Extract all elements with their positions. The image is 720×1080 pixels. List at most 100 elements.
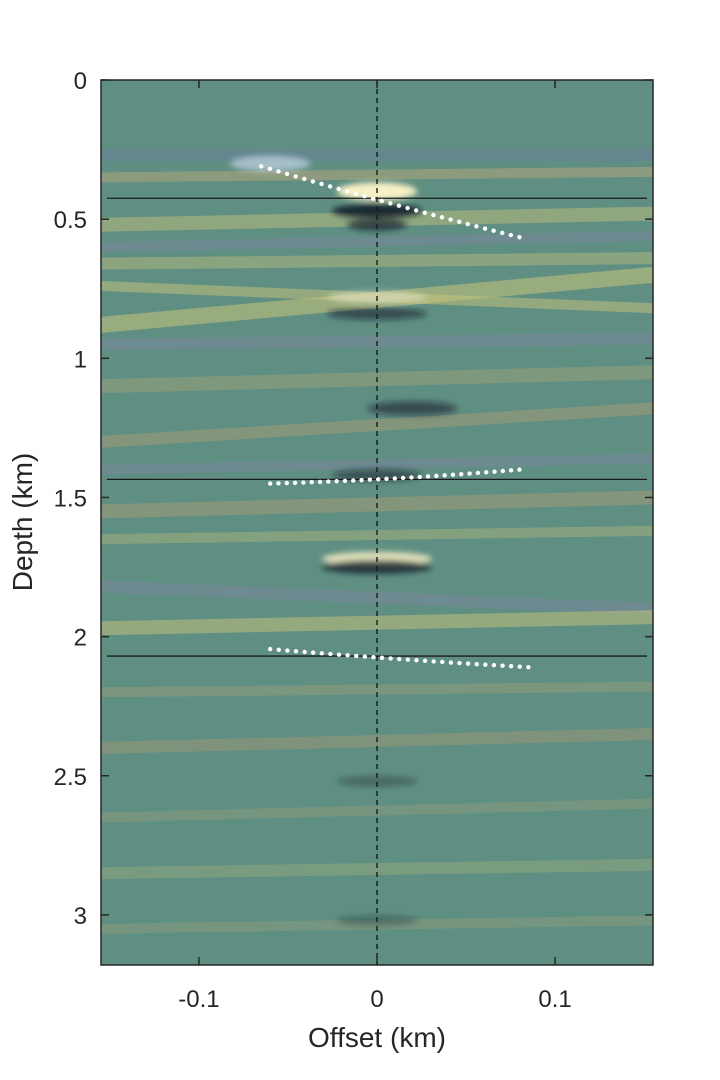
- dotted-moveout-curves: [259, 164, 531, 670]
- curve-dot: [457, 219, 462, 225]
- curve-dot: [384, 476, 389, 482]
- curve-dot: [267, 646, 273, 652]
- y-tick-label: 3: [74, 903, 87, 930]
- curve-dot: [508, 468, 514, 473]
- seismic-event: [367, 401, 458, 416]
- curve-dot: [354, 653, 359, 659]
- seismic-event: [332, 469, 422, 482]
- curve-dot: [317, 479, 323, 485]
- curve-dot: [500, 468, 506, 474]
- curve-dot: [439, 215, 445, 220]
- curve-dot: [413, 208, 419, 213]
- curve-dot: [276, 647, 281, 653]
- curve-dot: [448, 660, 454, 665]
- seismic-event: [230, 155, 311, 172]
- curve-dot: [491, 228, 496, 233]
- curve-dot: [326, 479, 331, 484]
- curve-dot: [417, 474, 422, 480]
- curve-dot: [371, 655, 376, 660]
- curve-dot: [370, 196, 376, 201]
- curve-dot: [379, 655, 385, 661]
- y-axis-label: Depth (km): [7, 453, 38, 591]
- curve-dot: [267, 166, 273, 172]
- x-tick-label: 0.1: [538, 986, 571, 1013]
- curve-dot: [285, 648, 290, 653]
- curve-dot: [293, 649, 299, 654]
- curve-dot: [327, 184, 333, 189]
- curve-dot: [388, 201, 393, 206]
- curve-dot: [448, 217, 453, 222]
- reflection-band: [101, 525, 653, 545]
- y-tick-label: 0: [74, 68, 87, 95]
- curve-dot: [431, 212, 436, 218]
- curve-dot: [342, 478, 348, 484]
- moveout-curve: [267, 467, 522, 486]
- curve-dot: [397, 656, 402, 662]
- curve-dot: [450, 472, 456, 477]
- reflection-band: [101, 453, 653, 475]
- y-axis-ticks: 0 0.5 1 1.5 2 2.5 3: [54, 68, 653, 930]
- curve-dot: [392, 476, 398, 481]
- curve-dot: [292, 480, 298, 486]
- curve-dot: [405, 657, 411, 662]
- curve-dot: [517, 664, 522, 669]
- x-tick-label: 0: [370, 986, 383, 1013]
- curve-dot: [336, 652, 342, 657]
- reflection-band: [101, 230, 653, 252]
- curve-dot: [483, 662, 488, 667]
- x-axis-label: Offset (km): [308, 1022, 446, 1053]
- curve-dot: [396, 203, 402, 208]
- curve-dot: [284, 171, 290, 177]
- curve-dot: [319, 651, 324, 656]
- curve-dot: [491, 663, 497, 668]
- curve-dot: [459, 471, 464, 477]
- curve-dot: [293, 174, 298, 179]
- curve-dot: [465, 221, 471, 227]
- curve-dot: [474, 224, 479, 229]
- curve-dot: [284, 480, 289, 486]
- curve-dot: [388, 656, 393, 661]
- curve-dot: [375, 477, 381, 482]
- curve-dot: [301, 480, 306, 485]
- curve-dot: [267, 481, 273, 486]
- curve-dot: [474, 661, 479, 667]
- curve-dot: [484, 470, 489, 475]
- curve-dot: [345, 653, 350, 658]
- curve-dot: [526, 665, 531, 670]
- x-axis-ticks: -0.1 0 0.1: [178, 80, 572, 1013]
- curve-dot: [336, 186, 341, 192]
- curve-dot: [310, 179, 316, 184]
- curve-dot: [492, 469, 497, 474]
- curve-dot: [517, 467, 522, 472]
- curve-dot: [309, 480, 314, 485]
- moveout-curve: [267, 646, 531, 670]
- curve-dot: [431, 659, 436, 664]
- curve-dot: [409, 475, 414, 480]
- curve-dot: [414, 658, 419, 663]
- curve-dot: [422, 210, 427, 215]
- curve-dot: [362, 193, 367, 199]
- curve-dot: [328, 651, 333, 657]
- curve-dot: [319, 181, 324, 187]
- curve-dot: [475, 470, 481, 476]
- plot-area: [101, 80, 653, 965]
- curve-dot: [425, 474, 431, 479]
- curve-dot: [367, 477, 373, 482]
- curve-dot: [353, 191, 359, 196]
- curve-dot: [276, 169, 281, 174]
- curve-dot: [310, 650, 316, 655]
- curve-dot: [259, 164, 264, 169]
- curve-dot: [276, 481, 281, 486]
- curve-dot: [345, 189, 350, 194]
- curve-dot: [508, 232, 514, 238]
- curve-dot: [467, 471, 472, 476]
- curve-dot: [434, 473, 439, 479]
- curve-dot: [400, 475, 406, 481]
- seismic-event: [327, 307, 427, 320]
- curve-dot: [500, 230, 505, 236]
- curve-dot: [482, 226, 488, 231]
- curve-dot: [500, 663, 505, 668]
- curve-dot: [302, 649, 307, 655]
- curve-dot: [517, 235, 522, 240]
